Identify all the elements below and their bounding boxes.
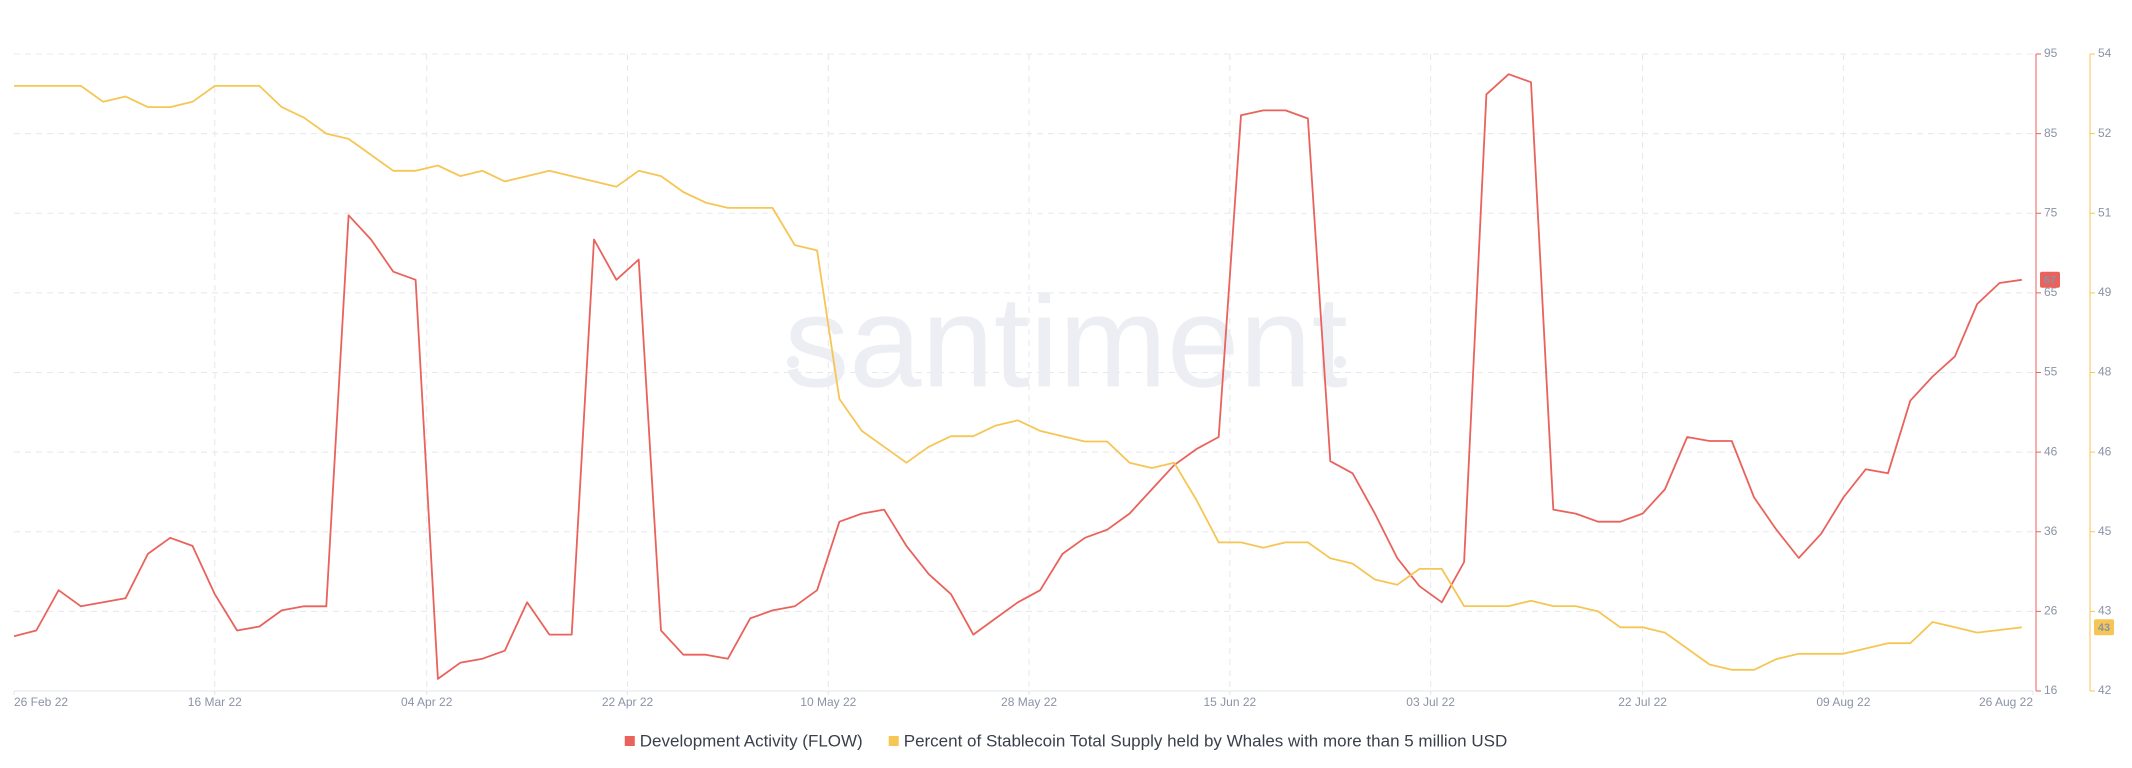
x-tick-label: 26 Feb 22	[14, 695, 68, 709]
y2-tick-label: 48	[2098, 365, 2112, 379]
y-tick-label: 55	[2044, 365, 2058, 379]
plot: 16 26 36 46 55 65 75 85 95 42 43 45 46 48 49 51 52 54 26 F…	[13, 46, 2114, 709]
y-tick-label: 26	[2044, 604, 2058, 618]
x-tick-label: 10 May 22	[800, 695, 856, 709]
last-value-label: 67	[2044, 275, 2056, 287]
last-value-badge	[2094, 619, 2114, 636]
x-tick-label: 22 Jul 22	[1618, 695, 1667, 709]
y2-tick-label: 54	[2098, 46, 2112, 60]
legend-text: Percent of Stablecoin Total Supply held …	[904, 731, 1508, 750]
legend-swatch	[888, 736, 899, 746]
x-tick-label: 09 Aug 22	[1816, 695, 1870, 709]
y-tick-label: 85	[2044, 126, 2058, 140]
x-tick-label: 03 Jul 22	[1406, 695, 1455, 709]
y-tick-label: 95	[2044, 46, 2058, 60]
y-tick-label: 65	[2044, 285, 2058, 299]
y-tick-label: 16	[2044, 683, 2058, 697]
watermark-dot	[1334, 356, 1346, 368]
x-tick-label: 28 May 22	[1001, 695, 1057, 709]
x-tick-label: 26 Aug 22	[1979, 695, 2033, 709]
x-tick-label: 16 Mar 22	[188, 695, 242, 709]
x-tick-label: 22 Apr 22	[602, 695, 654, 709]
last-value-label: 43	[2098, 622, 2110, 634]
y2-tick-label: 49	[2098, 285, 2112, 299]
y2-tick-label: 46	[2098, 444, 2112, 458]
watermark: santiment	[784, 268, 1348, 414]
legend-swatch	[624, 736, 635, 746]
y2-tick-label: 51	[2098, 205, 2112, 219]
y-tick-label: 36	[2044, 524, 2058, 538]
y-tick-label: 75	[2044, 205, 2058, 219]
grid	[14, 53, 2033, 692]
watermark-text: santiment	[784, 268, 1348, 414]
last-value-badge	[2040, 271, 2060, 288]
x-tick-label: 15 Jun 22	[1204, 695, 1257, 709]
series-line	[14, 85, 2022, 671]
legend-text: Development Activity (FLOW)	[640, 731, 863, 750]
x-tick-label: 04 Apr 22	[401, 695, 453, 709]
series-line	[13, 73, 2022, 680]
watermark-dot	[787, 356, 799, 368]
legend: Development Activity (FLOW) Percent of St…	[624, 731, 1508, 750]
y2-tick-label: 45	[2098, 524, 2112, 538]
y2-tick-label: 42	[2098, 683, 2112, 697]
y-tick-label: 46	[2044, 444, 2058, 458]
y2-tick-label: 52	[2098, 126, 2112, 140]
y2-tick-label: 43	[2098, 604, 2112, 618]
